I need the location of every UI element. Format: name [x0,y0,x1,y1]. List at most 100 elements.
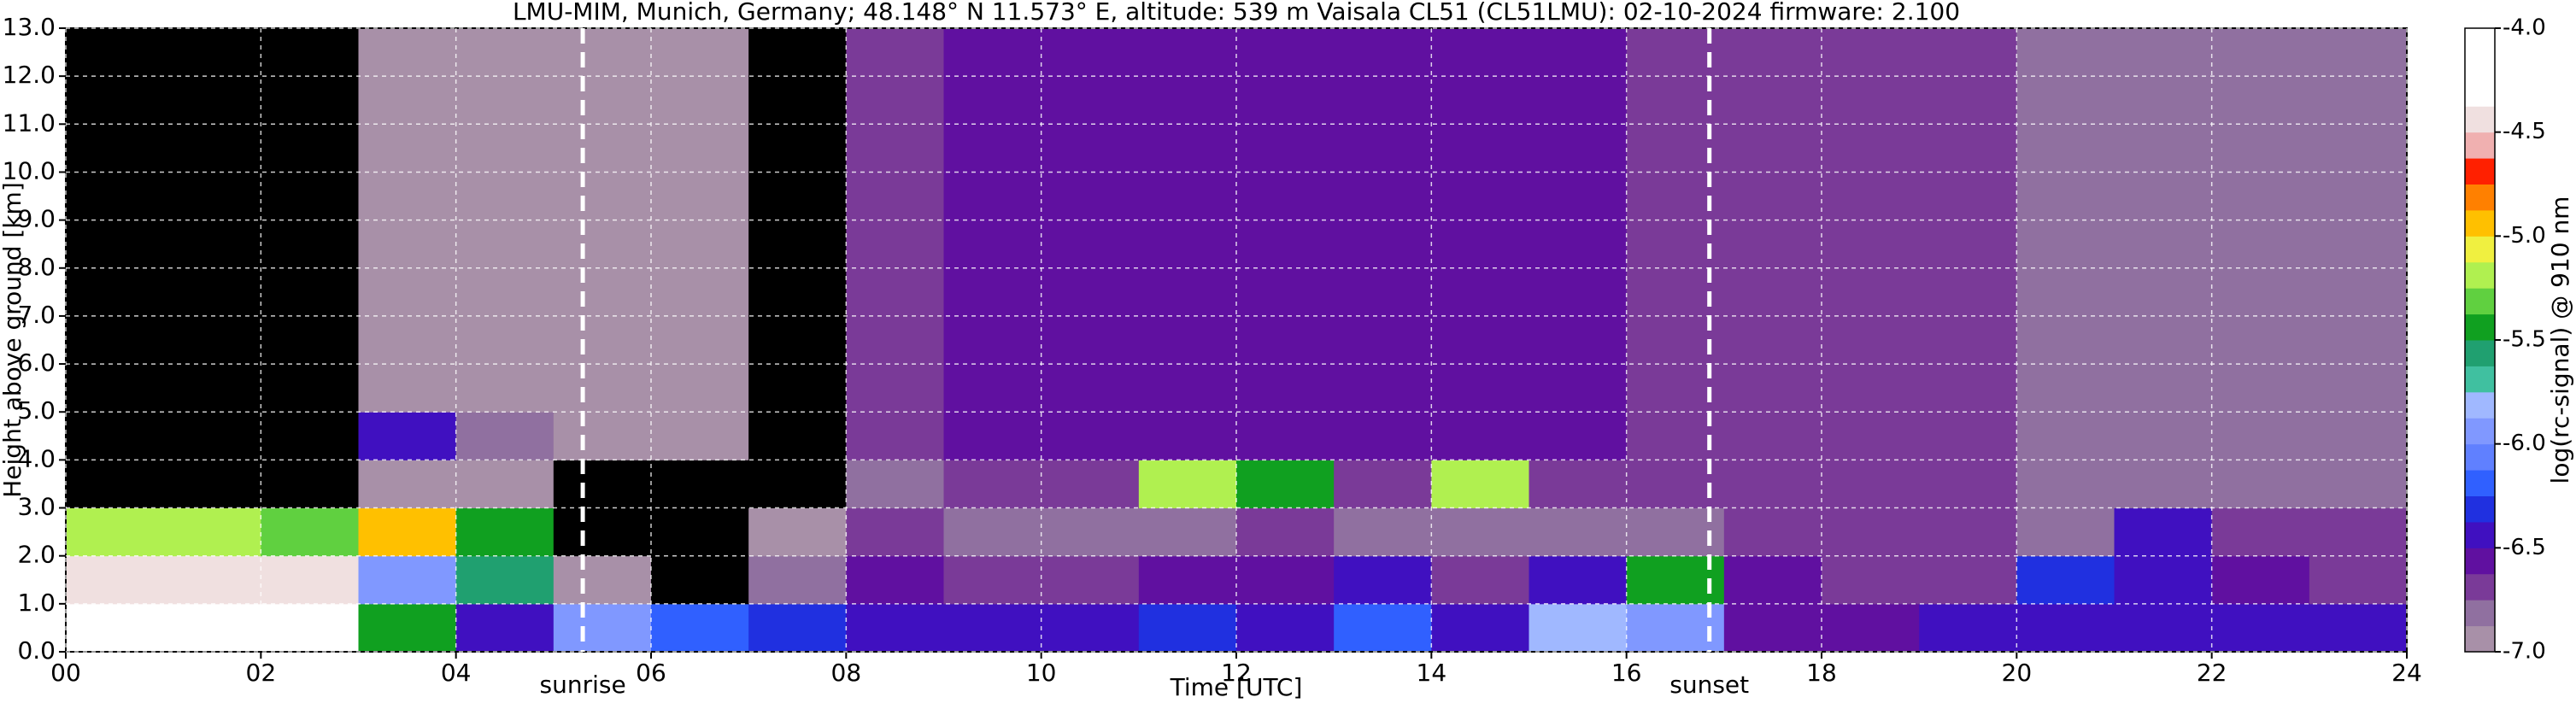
heatmap-cell [1431,76,1529,125]
heatmap-cell [455,267,555,317]
heatmap-cell [163,220,261,269]
heatmap-cell [2309,28,2408,77]
heatmap-cell [1723,603,1822,653]
heatmap-cell [1236,172,1335,221]
heatmap-cell [553,412,652,460]
heatmap-cell [2309,555,2408,605]
heatmap-cell [1041,124,1140,173]
colorbar-tick-label: -5.5 [2503,327,2546,353]
colorbar-tick-label: -4.0 [2503,15,2546,41]
heatmap-cell [651,220,749,269]
heatmap-cell [163,267,261,317]
heatmap-cell [553,507,652,557]
colorbar-band [2465,340,2495,366]
heatmap-cell [163,364,261,413]
heatmap-cell [2114,220,2213,269]
heatmap-cell [1822,460,1920,509]
heatmap-cell [1919,220,2017,269]
y-tick-label: 5.0 [17,396,56,425]
heatmap-cell [455,172,555,221]
heatmap-cell [748,172,847,221]
heatmap-cell [1529,220,1628,269]
heatmap-cell [1236,28,1335,77]
heatmap-cell [2016,172,2115,221]
y-tick-label: 8.0 [17,253,56,281]
colorbar-band [2465,470,2495,496]
colorbar-band [2465,548,2495,575]
heatmap-cell [1236,412,1335,460]
heatmap-cell [1529,412,1628,460]
heatmap-cell [66,412,164,460]
heatmap-cell [1919,76,2017,125]
heatmap-cell [2211,555,2310,605]
heatmap-cell [358,124,457,173]
heatmap-cell [1431,507,1529,557]
heatmap-cell [2211,460,2310,509]
heatmap-cell [943,603,1042,653]
heatmap-cell [2114,460,2213,509]
heatmap-cell [2114,28,2213,77]
heatmap-cell [261,267,359,317]
heatmap-cell [2114,603,2213,653]
colorbar-band [2465,573,2495,601]
heatmap-cell [2309,220,2408,269]
heatmap-cell [2114,364,2213,413]
heatmap-cell [748,315,847,365]
heatmap-cell [553,76,652,125]
heatmap-cell [943,28,1042,77]
heatmap-cell [1431,603,1529,653]
colorbar-band [2465,521,2495,548]
y-tick-label: 9.0 [17,205,56,233]
heatmap-cell [1529,364,1628,413]
heatmap-cell [163,555,261,605]
heatmap-cell [1919,460,2017,509]
heatmap-cell [1236,460,1335,509]
heatmap-cell [651,555,749,605]
heatmap-cell [1236,267,1335,317]
heatmap-cell [455,124,555,173]
heatmap-cell [66,172,164,221]
heatmap-cell [846,603,944,653]
heatmap-cell [553,220,652,269]
heatmap-cell [1334,555,1432,605]
heatmap-cell [1334,220,1432,269]
heatmap-cell [1431,267,1529,317]
colorbar-band [2465,28,2495,55]
heatmap-cell [1041,412,1140,460]
colorbar-band [2465,184,2495,211]
heatmap-cell [66,603,164,653]
heatmap-cell [748,124,847,173]
heatmap-cell [1334,172,1432,221]
heatmap-cell [651,603,749,653]
heatmap-cell [1723,267,1822,317]
heatmap-cell [1529,460,1628,509]
heatmap-cell [1723,76,1822,125]
heatmap-cell [846,412,944,460]
heatmap-cell [261,364,359,413]
heatmap-cell [66,364,164,413]
heatmap-cell [553,364,652,413]
heatmap-cell [358,555,457,605]
colorbar-band [2465,366,2495,393]
heatmap-cell [553,555,652,605]
heatmap-cell [66,267,164,317]
heatmap-cell [66,555,164,605]
x-tick-label: 10 [1026,659,1057,687]
heatmap-cell [455,364,555,413]
heatmap-cell [261,220,359,269]
heatmap-cell [2016,364,2115,413]
heatmap-cell [748,267,847,317]
heatmap-cell [1236,507,1335,557]
x-tick-label: 04 [441,659,472,687]
colorbar-band [2465,236,2495,263]
heatmap-cell [163,172,261,221]
heatmap-cell [2211,172,2310,221]
heatmap-cell [2114,124,2213,173]
colorbar-band [2465,600,2495,627]
heatmap-cell [1431,460,1529,509]
heatmap-cell [455,220,555,269]
heatmap-cell [943,460,1042,509]
x-tick-label: 18 [1806,659,1837,687]
heatmap-cell [1041,315,1140,365]
heatmap-cell [943,76,1042,125]
